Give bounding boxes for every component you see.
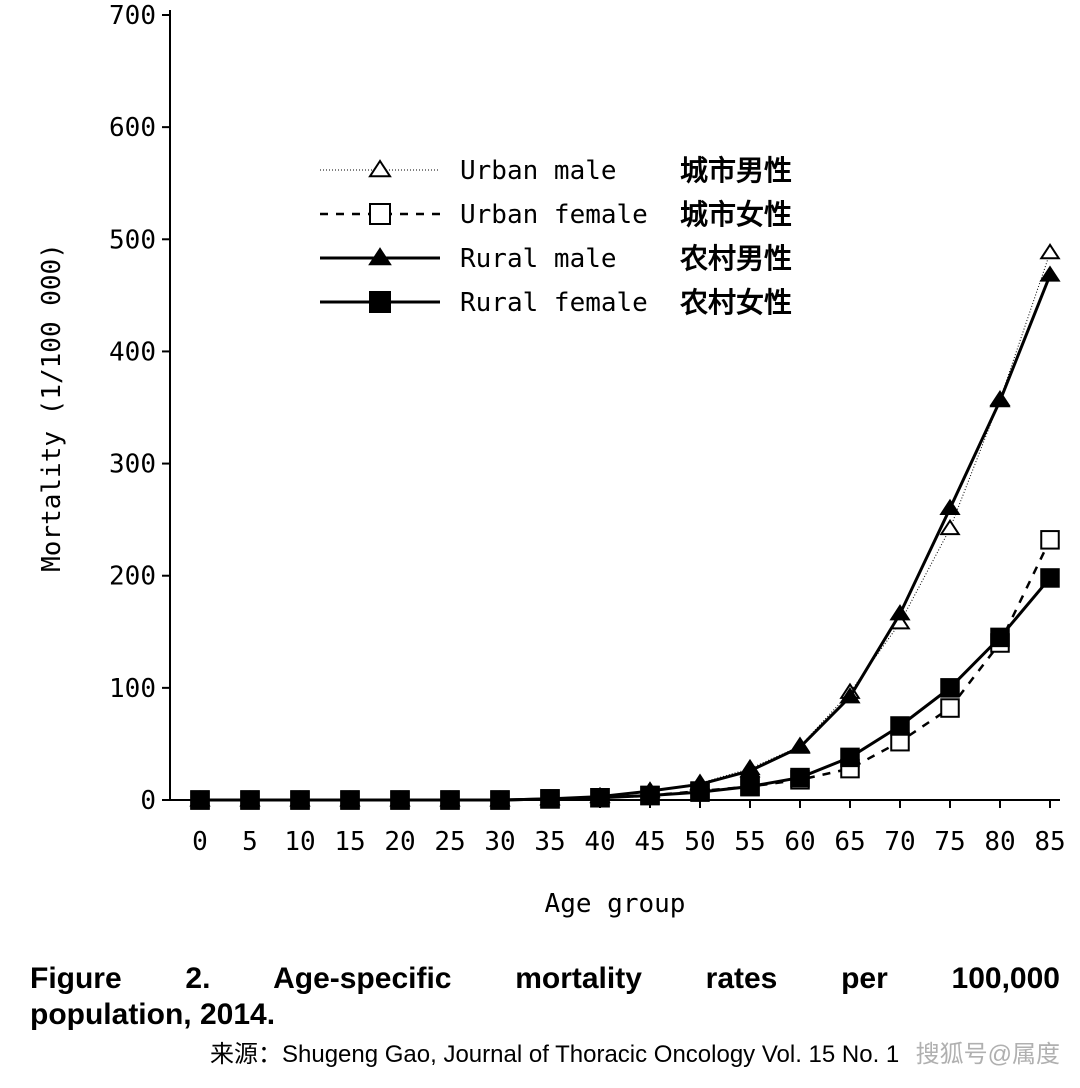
svg-text:Rural female: Rural female [460, 288, 648, 318]
figure-label: Figure 2. [30, 962, 210, 995]
svg-text:400: 400 [109, 337, 156, 367]
svg-text:城市女性: 城市女性 [680, 198, 792, 230]
svg-text:65: 65 [834, 827, 865, 857]
svg-text:50: 50 [684, 827, 715, 857]
svg-text:500: 500 [109, 225, 156, 255]
svg-text:35: 35 [534, 827, 565, 857]
svg-text:100: 100 [109, 674, 156, 704]
figure-caption-line1: Figure 2. Age-specific mortality rates p… [30, 962, 1060, 996]
svg-text:Urban female: Urban female [460, 200, 648, 230]
watermark: 搜狐号@属度 [916, 1034, 1060, 1069]
svg-text:600: 600 [109, 113, 156, 143]
svg-text:农村男性: 农村男性 [679, 243, 792, 274]
svg-text:Age group: Age group [545, 889, 686, 919]
svg-text:700: 700 [109, 1, 156, 31]
svg-text:60: 60 [784, 827, 815, 857]
svg-text:200: 200 [109, 562, 156, 592]
svg-text:农村女性: 农村女性 [679, 286, 792, 318]
source-citation: 来源：Shugeng Gao, Journal of Thoracic Onco… [210, 1034, 899, 1069]
svg-text:15: 15 [334, 827, 365, 857]
svg-text:300: 300 [109, 450, 156, 480]
svg-text:40: 40 [584, 827, 615, 857]
mortality-chart: 0 100 200 300 400 500 600 700 0 5 10 15 20 25 30 35 40 45… [0, 0, 1080, 950]
svg-text:Rural male: Rural male [460, 244, 617, 274]
svg-text:45: 45 [634, 827, 665, 857]
svg-text:Urban male: Urban male [460, 156, 617, 186]
svg-text:10: 10 [284, 827, 315, 857]
svg-text:75: 75 [934, 827, 965, 857]
svg-text:0: 0 [140, 786, 156, 816]
figure-caption-text1: Age-specific mortality rates per 100,000 [273, 962, 1060, 995]
svg-text:55: 55 [734, 827, 765, 857]
svg-text:70: 70 [884, 827, 915, 857]
svg-text:Mortality (1/100 000): Mortality (1/100 000) [37, 243, 67, 572]
svg-text:20: 20 [384, 827, 415, 857]
svg-text:25: 25 [434, 827, 465, 857]
svg-text:5: 5 [242, 827, 258, 857]
svg-text:30: 30 [484, 827, 515, 857]
figure-caption-line2: population, 2014. [30, 998, 1060, 1032]
svg-text:城市男性: 城市男性 [680, 154, 792, 186]
svg-text:0: 0 [192, 827, 208, 857]
svg-text:80: 80 [984, 827, 1015, 857]
chart-container: 0 100 200 300 400 500 600 700 0 5 10 15 20 25 30 35 40 45… [0, 0, 1080, 1088]
svg-text:85: 85 [1034, 827, 1065, 857]
